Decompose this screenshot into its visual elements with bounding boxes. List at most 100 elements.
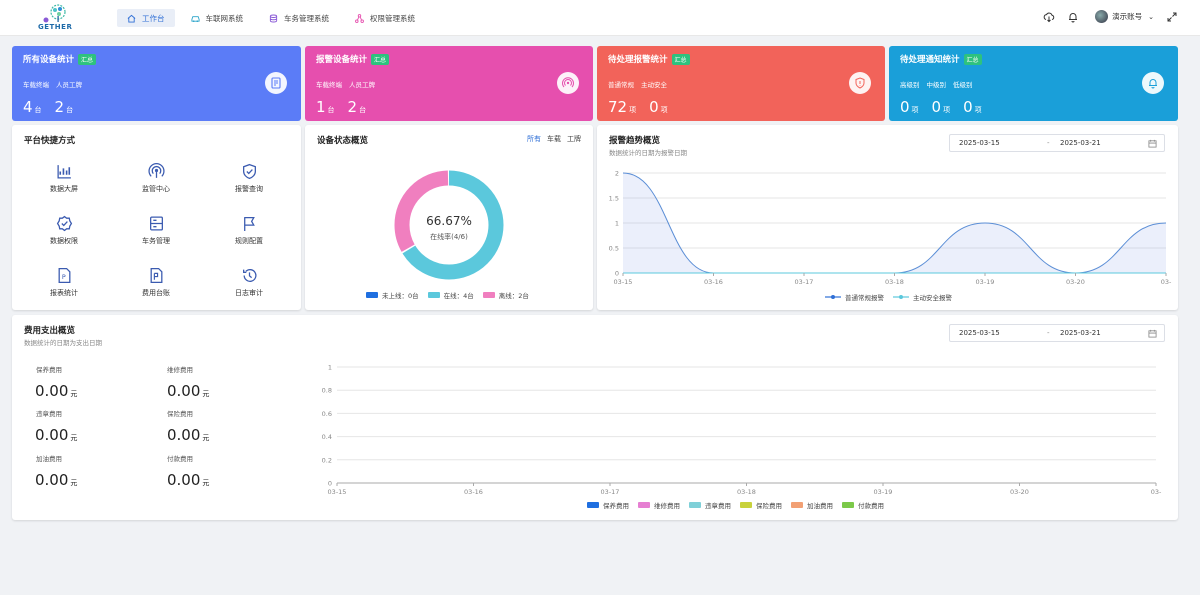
shortcut-log-audit[interactable]: 日志审计: [214, 267, 284, 298]
y-tick-label: 0.6: [322, 410, 332, 418]
stat-value: 2: [54, 98, 65, 116]
online-rate-percent: 66.67%: [426, 214, 472, 228]
date-from[interactable]: 2025-03-15: [959, 329, 1000, 337]
y-tick-label: 1: [328, 364, 332, 372]
x-tick-label: 03-19: [976, 278, 995, 286]
nav-permission[interactable]: 权限管理系统: [345, 9, 425, 27]
legend-label: 离线：2台: [498, 292, 529, 300]
legend-item-expense[interactable]: 保养费用: [587, 500, 629, 510]
x-tick-label: 03-17: [795, 278, 814, 286]
logo[interactable]: GETHER: [38, 4, 82, 32]
tab-all[interactable]: 所有: [527, 135, 541, 143]
y-tick-label: 0: [615, 270, 619, 278]
legend-swatch: [740, 502, 752, 508]
legend-item-expense[interactable]: 保险费用: [740, 500, 782, 510]
expense-y-axis: 0 0.2 0.4 0.6 0.8 1: [322, 364, 332, 488]
stat-label: 低级别: [953, 81, 973, 89]
home-icon: [127, 14, 136, 23]
stat-unit: 项: [943, 106, 951, 114]
date-from[interactable]: 2025-03-15: [959, 139, 1000, 147]
tab-badge[interactable]: 工牌: [567, 135, 581, 143]
date-to[interactable]: 2025-03-21: [1060, 139, 1101, 147]
stat-icon-box: [1142, 72, 1164, 94]
legend-label: 加油费用: [807, 502, 833, 510]
shortcut-expense-ledger[interactable]: 费用台账: [121, 267, 191, 298]
stat-value: 0: [931, 98, 942, 116]
alarm-trend-legend: 普通常规报警 主动安全报警: [825, 292, 961, 302]
legend-label: 保养费用: [603, 502, 629, 510]
nav-iov-label: 车联网系统: [205, 13, 244, 23]
stat-label: 人员工牌: [56, 81, 82, 89]
date-to[interactable]: 2025-03-21: [1060, 329, 1101, 337]
car-icon: [190, 15, 200, 22]
shortcut-label: 车务管理: [142, 237, 170, 245]
shortcut-report-stats[interactable]: P 报表统计: [29, 267, 99, 298]
bell-icon[interactable]: [1067, 11, 1079, 23]
stat-label: 普通常规: [608, 81, 634, 89]
nav-vehicle-affairs[interactable]: 车务管理系统: [259, 9, 339, 27]
shortcut-rule-config[interactable]: 规则配置: [214, 215, 284, 246]
fullscreen-icon[interactable]: [1166, 11, 1178, 23]
alarm-date-range-picker[interactable]: 2025-03-15 - 2025-03-21: [949, 134, 1165, 152]
donut-slice-online[interactable]: [394, 170, 504, 280]
legend-label: 付款费用: [858, 502, 884, 510]
legend-item-safety-alarm[interactable]: 主动安全报警: [893, 292, 952, 302]
stat-label: 车载终端: [23, 81, 49, 89]
server-icon: [149, 216, 163, 231]
user-menu[interactable]: 演示账号 ⌄: [1095, 10, 1154, 23]
cloud-download-icon[interactable]: [1043, 11, 1055, 23]
y-tick-label: 0: [328, 480, 332, 488]
stat-unit: 台: [34, 106, 42, 114]
donut-slices: [394, 170, 504, 280]
shortcut-vehicle-affairs[interactable]: 车务管理: [121, 215, 191, 246]
x-tick-label: 03-: [1151, 488, 1162, 496]
expense-bar-chart: 0 0.2 0.4 0.6 0.8 1 03-15 03-16 03-17 03-18 03-19…: [322, 364, 1162, 497]
y-tick-label: 2: [615, 170, 619, 178]
stat-label: 高级别: [900, 81, 920, 89]
legend-item-expense[interactable]: 维修费用: [638, 500, 680, 510]
avatar: [1095, 10, 1109, 23]
shortcut-data-permission[interactable]: 数据权限: [29, 215, 99, 246]
panel-subtitle: 数据统计的日期为报警日期: [609, 149, 687, 157]
chevron-down-icon: ⌄: [1148, 12, 1154, 21]
x-tick-label: 03-15: [328, 488, 347, 496]
donut-slice-offline[interactable]: [394, 170, 504, 280]
device-filter-tabs: 所有 车载 工牌: [521, 134, 581, 144]
legend-item-never-online[interactable]: 未上线：0台: [366, 290, 419, 300]
shortcut-data-screen[interactable]: 数据大屏: [29, 163, 99, 194]
legend-item-normal-alarm[interactable]: 普通常规报警: [825, 292, 884, 302]
stat-unit: 项: [974, 106, 982, 114]
legend-line-icon: [825, 295, 841, 299]
x-tick-label: 03-20: [1066, 278, 1085, 286]
alarm-trend-line-chart: 0 0.5 1 1.5 2 03-15 03-16 03-17 03-18 03-19 03-20…: [609, 170, 1172, 287]
nav-iov-system[interactable]: 车联网系统: [181, 9, 254, 27]
legend-item-expense[interactable]: 付款费用: [842, 500, 884, 510]
legend-item-expense[interactable]: 加油费用: [791, 500, 833, 510]
legend-item-online[interactable]: 在线：4台: [427, 290, 474, 300]
legend-line-icon: [893, 295, 909, 299]
nav-permission-label: 权限管理系统: [370, 13, 415, 23]
online-rate-caption: 在线率(4/6): [430, 232, 468, 241]
date-separator: -: [1047, 139, 1050, 147]
x-tick-label: 03-19: [874, 488, 893, 496]
legend-item-offline[interactable]: 离线：2台: [482, 290, 529, 300]
nav-workbench[interactable]: 工作台: [117, 9, 175, 27]
stat-unit: 台: [359, 106, 367, 114]
user-name: 演示账号: [1112, 12, 1143, 21]
expense-date-range-picker[interactable]: 2025-03-15 - 2025-03-21: [949, 324, 1165, 342]
y-tick-label: 0.8: [322, 387, 332, 395]
stat-badge: 汇总: [671, 53, 690, 65]
shield-alert-icon: [855, 77, 865, 89]
shortcut-label: 费用台账: [142, 289, 170, 297]
stat-unit: 项: [911, 106, 919, 114]
stat-unit: 台: [66, 106, 74, 114]
tab-vehicle[interactable]: 车载: [547, 135, 561, 143]
shortcut-monitor-center[interactable]: 监管中心: [121, 163, 191, 194]
shortcut-alarm-query[interactable]: 报警查询: [214, 163, 284, 194]
x-tick-label: 03-20: [1010, 488, 1029, 496]
broadcast-icon: [147, 163, 165, 178]
legend-item-expense[interactable]: 违章费用: [689, 500, 731, 510]
badge-check-icon: [56, 215, 72, 232]
logo-tree-icon: [43, 4, 66, 23]
